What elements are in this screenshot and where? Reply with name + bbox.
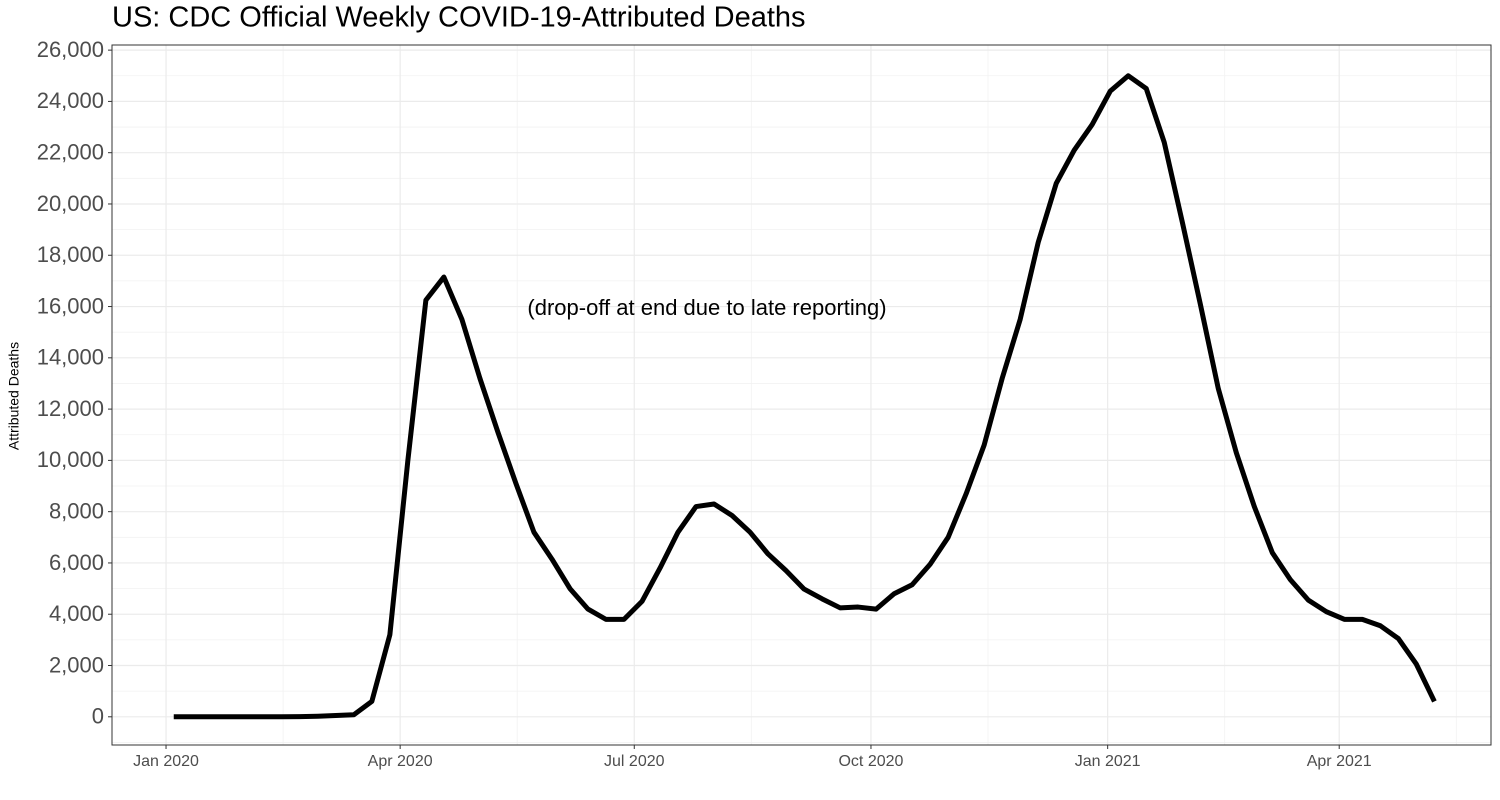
y-axis-label: Attributed Deaths <box>6 342 22 450</box>
y-tick-label: 12,000 <box>37 396 104 421</box>
y-tick-label: 20,000 <box>37 191 104 216</box>
y-tick-label: 18,000 <box>37 242 104 267</box>
data-line <box>173 73 1437 720</box>
x-tick-label: Jan 2021 <box>1075 753 1141 770</box>
y-tick-label: 10,000 <box>37 447 104 472</box>
x-tick-label: Oct 2020 <box>838 753 903 770</box>
y-tick-label: 16,000 <box>37 293 104 318</box>
y-tick-label: 6,000 <box>49 550 104 575</box>
panel-border <box>111 44 1492 746</box>
y-tick-label: 24,000 <box>37 88 104 113</box>
chart-title: US: CDC Official Weekly COVID-19-Attribu… <box>112 2 806 34</box>
x-tick-label: Apr 2021 <box>1307 753 1372 770</box>
x-tick-label: Jul 2020 <box>604 753 665 770</box>
x-tick-label: Apr 2020 <box>368 753 433 770</box>
y-tick-label: 0 <box>92 704 104 729</box>
y-tick-label: 22,000 <box>37 140 104 165</box>
y-tick-label: 8,000 <box>49 498 104 523</box>
y-tick-label: 2,000 <box>49 652 104 677</box>
y-tick-label: 14,000 <box>37 345 104 370</box>
annotation: (drop-off at end due to late reporting) <box>527 295 886 320</box>
y-tick-label: 26,000 <box>37 37 104 62</box>
y-tick-label: 4,000 <box>49 601 104 626</box>
x-tick-label: Jan 2020 <box>133 753 199 770</box>
